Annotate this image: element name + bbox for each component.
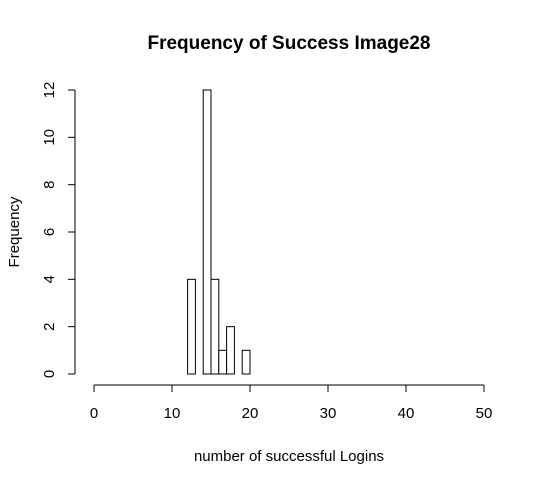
histogram-bar-0 [187, 278, 196, 375]
x-axis: 0 10 20 30 40 50 [90, 384, 493, 422]
y-tick-label-1: 2 [41, 322, 58, 330]
histogram-bar-2 [202, 89, 212, 375]
y-axis: 0 2 4 6 8 10 12 [41, 82, 76, 378]
y-tick-label-5: 10 [41, 129, 58, 146]
y-tick-label-4: 8 [41, 180, 58, 188]
x-tick-label-4: 40 [398, 405, 415, 422]
histogram-bar-4 [218, 349, 228, 375]
y-tick-label-0: 0 [41, 370, 58, 378]
x-tick-label-5: 50 [476, 405, 493, 422]
histogram-bars [187, 89, 251, 375]
chart-title: Frequency of Success Image28 [147, 33, 430, 54]
y-tick-label-6: 12 [41, 82, 58, 99]
x-axis-label: number of successful Logins [194, 448, 384, 465]
x-tick-label-0: 0 [90, 405, 98, 422]
y-tick-label-3: 6 [41, 228, 58, 236]
histogram-bar-3 [210, 278, 220, 375]
x-tick-label-3: 30 [320, 405, 337, 422]
y-axis-label: Frequency [6, 196, 23, 267]
histogram-bar-7 [241, 349, 251, 375]
histogram-bar-5 [226, 326, 235, 375]
x-tick-label-1: 10 [164, 405, 181, 422]
y-tick-label-2: 4 [41, 275, 58, 283]
x-tick-label-2: 20 [242, 405, 259, 422]
